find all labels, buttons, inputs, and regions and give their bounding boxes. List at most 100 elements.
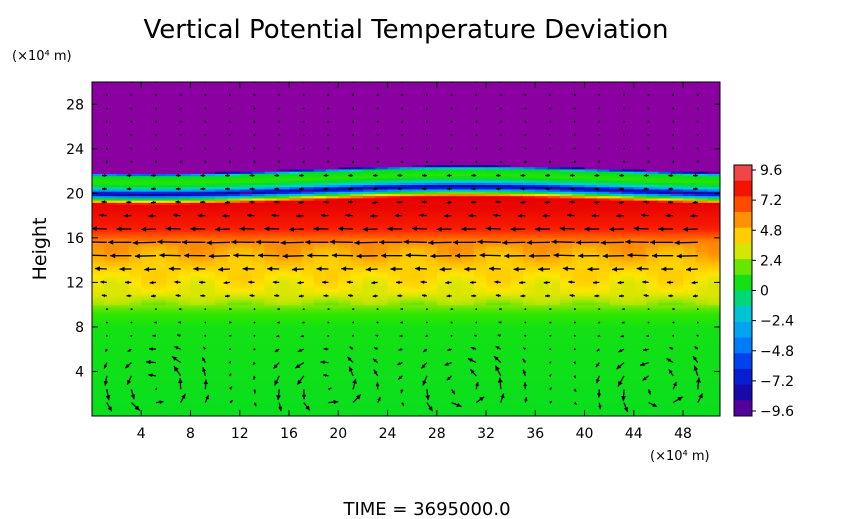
heatmap-cell <box>313 320 327 324</box>
heatmap-cell <box>609 197 623 201</box>
heatmap-cell <box>153 231 167 235</box>
heatmap-cell <box>92 378 105 381</box>
heatmap-cell <box>646 200 660 203</box>
heatmap-cell <box>178 264 192 268</box>
heatmap-cell <box>202 351 216 355</box>
heatmap-cell <box>658 240 672 243</box>
heatmap-cell <box>301 355 315 359</box>
heatmap-cell <box>178 262 192 266</box>
heatmap-cell <box>116 297 130 301</box>
heatmap-cell <box>313 384 327 388</box>
heatmap-cell <box>325 211 339 214</box>
heatmap-cell <box>153 297 167 301</box>
heatmap-cell <box>141 331 155 335</box>
heatmap-cell <box>264 318 278 321</box>
heatmap-cell <box>252 375 265 379</box>
heatmap-cell <box>301 404 315 408</box>
heatmap-cell <box>559 206 573 210</box>
heatmap-cell <box>486 382 499 386</box>
heatmap-cell <box>362 373 376 377</box>
heatmap-cell <box>104 289 118 292</box>
heatmap-cell <box>104 215 118 219</box>
heatmap-cell <box>338 411 352 415</box>
heatmap-cell <box>375 215 389 219</box>
heatmap-cell <box>338 244 352 248</box>
heatmap-cell <box>252 398 265 402</box>
heatmap-cell <box>325 407 339 410</box>
heatmap-cell <box>202 335 216 339</box>
heatmap-cell <box>264 309 278 312</box>
heatmap-cell <box>104 237 118 241</box>
heatmap-cell <box>301 364 315 368</box>
heatmap-cell <box>498 306 512 310</box>
heatmap-cell <box>116 304 130 308</box>
heatmap-cell <box>498 255 512 259</box>
heatmap-cell <box>399 318 413 321</box>
heatmap-cell <box>215 213 229 217</box>
heatmap-cell <box>178 320 192 324</box>
heatmap-cell <box>609 382 623 386</box>
heatmap-cell <box>301 340 315 344</box>
heatmap-cell <box>153 338 167 341</box>
heatmap-cell <box>264 220 278 223</box>
heatmap-cell <box>276 220 290 223</box>
heatmap-cell <box>202 404 216 408</box>
heatmap-cell <box>215 340 229 344</box>
heatmap-cell <box>301 213 315 217</box>
heatmap-cell <box>707 407 720 410</box>
heatmap-cell <box>350 404 364 408</box>
heatmap-cell <box>202 326 216 330</box>
heatmap-cell <box>313 375 327 379</box>
heatmap-cell <box>227 204 241 208</box>
heatmap-cell <box>116 286 130 290</box>
heatmap-cell <box>104 280 118 283</box>
heatmap-cell <box>510 289 524 292</box>
heatmap-cell <box>707 228 720 232</box>
heatmap-cell <box>646 395 660 399</box>
heatmap-cell <box>670 315 684 319</box>
heatmap-cell <box>461 360 475 364</box>
heatmap-cell <box>670 228 684 232</box>
heatmap-cell <box>289 367 302 370</box>
heatmap-cell <box>399 228 413 232</box>
heatmap-cell <box>178 291 192 295</box>
heatmap-cell <box>510 231 524 235</box>
heatmap-cell <box>338 329 352 332</box>
heatmap-cell <box>695 331 709 335</box>
heatmap-cell <box>596 217 610 221</box>
heatmap-cell <box>522 269 536 272</box>
heatmap-cell <box>572 391 586 395</box>
heatmap-cell <box>350 291 364 295</box>
heatmap-cell <box>424 271 438 275</box>
heatmap-cell <box>338 300 352 304</box>
heatmap-cell <box>289 233 302 237</box>
heatmap-cell <box>547 289 561 292</box>
heatmap-cell <box>350 226 364 230</box>
heatmap-cell <box>350 280 364 283</box>
heatmap-cell <box>646 280 660 283</box>
heatmap-cell <box>128 333 142 337</box>
heatmap-cell <box>412 331 426 335</box>
heatmap-cell <box>325 411 339 415</box>
heatmap-cell <box>165 280 179 283</box>
heatmap-cell <box>609 271 623 275</box>
heatmap-cell <box>264 395 278 399</box>
heatmap-cell <box>461 224 475 228</box>
heatmap-cell <box>658 304 672 308</box>
heatmap-cell <box>621 362 635 366</box>
heatmap-cell <box>252 362 265 366</box>
heatmap-cell <box>633 349 647 353</box>
heatmap-cell <box>510 393 524 397</box>
heatmap-cell <box>646 204 660 208</box>
heatmap-cell <box>338 235 352 239</box>
heatmap-cell <box>670 211 684 214</box>
heatmap-cell <box>486 344 499 348</box>
heatmap-cell <box>239 277 253 281</box>
heatmap-cell <box>609 362 623 366</box>
heatmap-cell <box>227 360 241 364</box>
heatmap-cell <box>375 233 389 237</box>
heatmap-cell <box>153 413 167 416</box>
heatmap-cell <box>350 289 364 292</box>
heatmap-cell <box>436 200 450 203</box>
heatmap-cell <box>202 309 216 312</box>
